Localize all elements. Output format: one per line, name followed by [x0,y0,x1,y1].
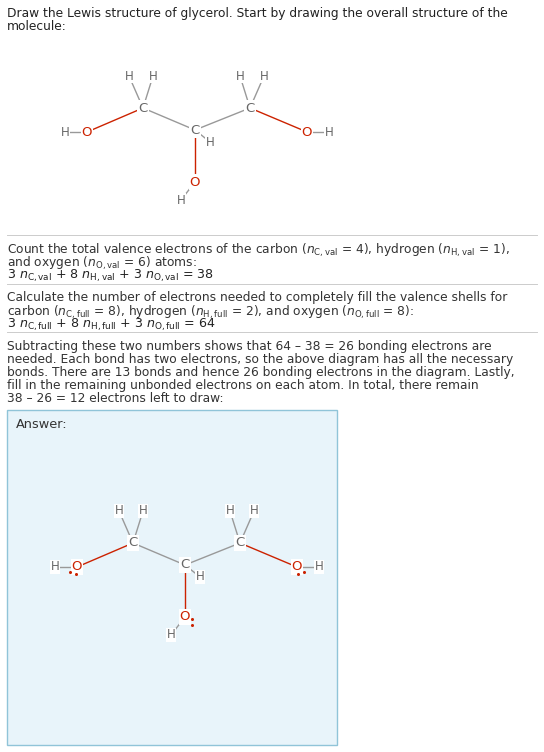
Text: C: C [236,536,245,550]
Text: needed. Each bond has two electrons, so the above diagram has all the necessary: needed. Each bond has two electrons, so … [7,353,513,366]
Text: H: H [259,69,268,83]
Text: O: O [302,126,312,138]
Text: 38 – 26 = 12 electrons left to draw:: 38 – 26 = 12 electrons left to draw: [7,392,224,405]
Text: H: H [196,571,205,584]
Text: carbon ($n_\mathsf{C,full}$ = 8), hydrogen ($n_\mathsf{H,full}$ = 2), and oxygen: carbon ($n_\mathsf{C,full}$ = 8), hydrog… [7,304,414,321]
Text: C: C [138,102,147,114]
Text: O: O [292,560,302,574]
Text: Count the total valence electrons of the carbon ($n_\mathsf{C,val}$ = 4), hydrog: Count the total valence electrons of the… [7,242,510,259]
Text: H: H [139,505,147,517]
Text: O: O [82,126,92,138]
Text: H: H [166,629,175,641]
Text: Answer:: Answer: [16,418,67,431]
Text: H: H [115,505,123,517]
Text: O: O [180,611,190,623]
Text: H: H [125,69,133,83]
Text: H: H [226,505,234,517]
Text: C: C [128,536,138,550]
FancyBboxPatch shape [7,410,337,745]
Text: Calculate the number of electrons needed to completely fill the valence shells f: Calculate the number of electrons needed… [7,291,508,304]
Text: H: H [236,69,244,83]
Text: C: C [245,102,255,114]
Text: O: O [190,175,200,189]
Text: C: C [181,559,190,572]
Text: molecule:: molecule: [7,20,67,33]
Text: 3 $n_\mathsf{C,full}$ + 8 $n_\mathsf{H,full}$ + 3 $n_\mathsf{O,full}$ = 64: 3 $n_\mathsf{C,full}$ + 8 $n_\mathsf{H,f… [7,317,215,333]
Text: H: H [250,505,258,517]
Text: Draw the Lewis structure of glycerol. Start by drawing the overall structure of : Draw the Lewis structure of glycerol. St… [7,7,508,20]
Text: H: H [206,135,214,148]
Text: H: H [149,69,157,83]
Text: H: H [60,126,70,138]
Text: fill in the remaining unbonded electrons on each atom. In total, there remain: fill in the remaining unbonded electrons… [7,379,479,392]
Text: H: H [314,560,323,574]
Text: C: C [190,123,200,137]
Text: and oxygen ($n_\mathsf{O,val}$ = 6) atoms:: and oxygen ($n_\mathsf{O,val}$ = 6) atom… [7,255,197,272]
Text: Subtracting these two numbers shows that 64 – 38 = 26 bonding electrons are: Subtracting these two numbers shows that… [7,340,492,353]
Text: 3 $n_\mathsf{C,val}$ + 8 $n_\mathsf{H,val}$ + 3 $n_\mathsf{O,val}$ = 38: 3 $n_\mathsf{C,val}$ + 8 $n_\mathsf{H,va… [7,268,214,284]
Text: H: H [177,193,186,207]
Text: H: H [325,126,333,138]
Text: H: H [51,560,59,574]
Text: bonds. There are 13 bonds and hence 26 bonding electrons in the diagram. Lastly,: bonds. There are 13 bonds and hence 26 b… [7,366,515,379]
Text: O: O [72,560,82,574]
